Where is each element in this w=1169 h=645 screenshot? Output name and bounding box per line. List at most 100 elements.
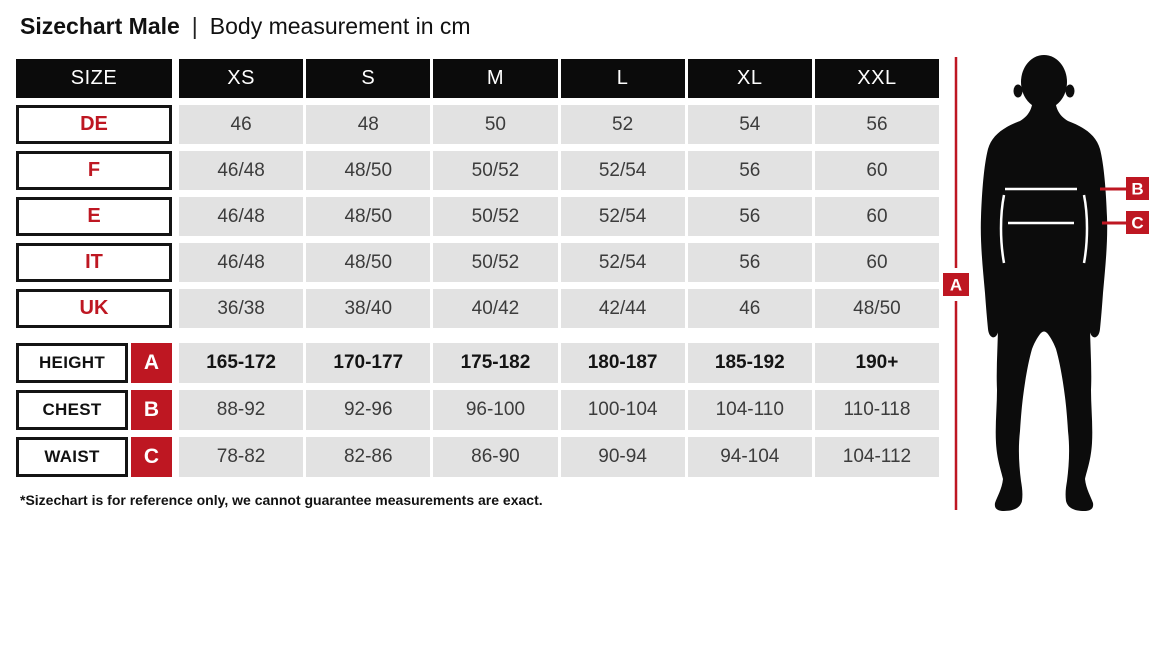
cell-f-xs: 46/48 — [179, 151, 304, 190]
row-label-group-waist: WAIST C — [16, 437, 172, 477]
cell-de-xl: 54 — [687, 105, 812, 144]
cell-chest-xs: 88-92 — [179, 390, 304, 430]
cell-waist-l: 90-94 — [560, 437, 685, 477]
cell-de-l: 52 — [560, 105, 685, 144]
table-row-it: IT 46/48 48/50 50/52 52/54 56 60 — [16, 243, 940, 282]
male-silhouette-graphic: A B C — [943, 55, 1149, 511]
header-size: SIZE — [16, 59, 172, 98]
cell-f-l: 52/54 — [560, 151, 685, 190]
cell-it-xl: 56 — [687, 243, 812, 282]
male-silhouette — [980, 95, 1108, 511]
cell-f-xl: 56 — [687, 151, 812, 190]
figure-marker-a-label: A — [950, 276, 962, 295]
cell-it-xxl: 60 — [814, 243, 940, 282]
table-row-chest: CHEST B 88-92 92-96 96-100 100-104 104-1… — [16, 390, 940, 430]
row-label-it: IT — [16, 243, 172, 282]
title-main: Sizechart Male — [20, 13, 180, 39]
row-label-waist: WAIST — [16, 437, 128, 477]
left-ear-icon — [1013, 84, 1023, 98]
cell-uk-xl: 46 — [687, 289, 812, 328]
cell-height-xxl: 190+ — [814, 343, 940, 383]
cell-e-xxl: 60 — [814, 197, 940, 236]
marker-b-badge: B — [131, 390, 172, 430]
cell-e-m: 50/52 — [433, 197, 558, 236]
row-label-group-chest: CHEST B — [16, 390, 172, 430]
cell-it-s: 48/50 — [306, 243, 431, 282]
title-separator: | — [191, 13, 198, 39]
table-row-e: E 46/48 48/50 50/52 52/54 56 60 — [16, 197, 940, 236]
figure-marker-c-label: C — [1131, 214, 1143, 233]
cell-waist-m: 86-90 — [433, 437, 558, 477]
cell-waist-s: 82-86 — [306, 437, 431, 477]
cell-uk-xxl: 48/50 — [814, 289, 940, 328]
row-label-f: F — [16, 151, 172, 190]
cell-waist-xs: 78-82 — [179, 437, 304, 477]
header-l: L — [560, 59, 685, 98]
header-xs: XS — [179, 59, 304, 98]
cell-de-xxl: 56 — [814, 105, 940, 144]
right-ear-icon — [1065, 84, 1075, 98]
header-xxl: XXL — [814, 59, 940, 98]
row-label-group-height: HEIGHT A — [16, 343, 172, 383]
cell-e-xl: 56 — [687, 197, 812, 236]
page-title: Sizechart Male | Body measurement in cm — [20, 13, 471, 40]
table-section-gap — [16, 335, 939, 343]
marker-a-badge: A — [131, 343, 172, 383]
head-icon — [1021, 55, 1067, 109]
cell-e-xs: 46/48 — [179, 197, 304, 236]
cell-e-s: 48/50 — [306, 197, 431, 236]
header-xl: XL — [687, 59, 812, 98]
cell-it-l: 52/54 — [560, 243, 685, 282]
table-row-uk: UK 36/38 38/40 40/42 42/44 46 48/50 — [16, 289, 940, 328]
cell-chest-l: 100-104 — [560, 390, 685, 430]
row-label-height: HEIGHT — [16, 343, 128, 383]
figure-marker-a-badge — [943, 273, 969, 296]
table-row-de: DE 46 48 50 52 54 56 — [16, 105, 940, 144]
cell-de-xs: 46 — [179, 105, 304, 144]
marker-c-badge: C — [131, 437, 172, 477]
row-label-de: DE — [16, 105, 172, 144]
cell-chest-xxl: 110-118 — [814, 390, 940, 430]
cell-chest-m: 96-100 — [433, 390, 558, 430]
table-row-height: HEIGHT A 165-172 170-177 175-182 180-187… — [16, 343, 940, 383]
figure-marker-b-badge — [1126, 177, 1149, 200]
body-measurement-figure: A B C — [938, 45, 1169, 515]
cell-f-s: 48/50 — [306, 151, 431, 190]
table-row-f: F 46/48 48/50 50/52 52/54 56 60 — [16, 151, 940, 190]
table-header-row: SIZE XS S M L XL XXL — [16, 59, 940, 98]
cell-uk-m: 40/42 — [433, 289, 558, 328]
cell-waist-xl: 94-104 — [687, 437, 812, 477]
header-m: M — [433, 59, 558, 98]
row-label-e: E — [16, 197, 172, 236]
footnote: *Sizechart is for reference only, we can… — [20, 492, 543, 508]
cell-f-m: 50/52 — [433, 151, 558, 190]
cell-de-s: 48 — [306, 105, 431, 144]
table-row-waist: WAIST C 78-82 82-86 86-90 90-94 94-104 1… — [16, 437, 940, 477]
cell-height-xs: 165-172 — [179, 343, 304, 383]
header-s: S — [306, 59, 431, 98]
cell-chest-s: 92-96 — [306, 390, 431, 430]
cell-chest-xl: 104-110 — [687, 390, 812, 430]
cell-height-s: 170-177 — [306, 343, 431, 383]
cell-height-m: 175-182 — [433, 343, 558, 383]
cell-height-l: 180-187 — [560, 343, 685, 383]
cell-f-xxl: 60 — [814, 151, 940, 190]
figure-marker-b-label: B — [1131, 180, 1143, 199]
cell-it-xs: 46/48 — [179, 243, 304, 282]
row-label-chest: CHEST — [16, 390, 128, 430]
cell-de-m: 50 — [433, 105, 558, 144]
cell-uk-s: 38/40 — [306, 289, 431, 328]
cell-e-l: 52/54 — [560, 197, 685, 236]
cell-waist-xxl: 104-112 — [814, 437, 940, 477]
figure-marker-c-badge — [1126, 211, 1149, 234]
size-table: SIZE XS S M L XL XXL DE 46 48 50 52 54 5… — [16, 59, 940, 484]
cell-uk-xs: 36/38 — [179, 289, 304, 328]
title-subtitle: Body measurement in cm — [209, 13, 471, 39]
right-arm-separation-line — [1082, 194, 1089, 264]
cell-it-m: 50/52 — [433, 243, 558, 282]
cell-uk-l: 42/44 — [560, 289, 685, 328]
cell-height-xl: 185-192 — [687, 343, 812, 383]
row-label-uk: UK — [16, 289, 172, 328]
left-arm-separation-line — [999, 194, 1006, 264]
